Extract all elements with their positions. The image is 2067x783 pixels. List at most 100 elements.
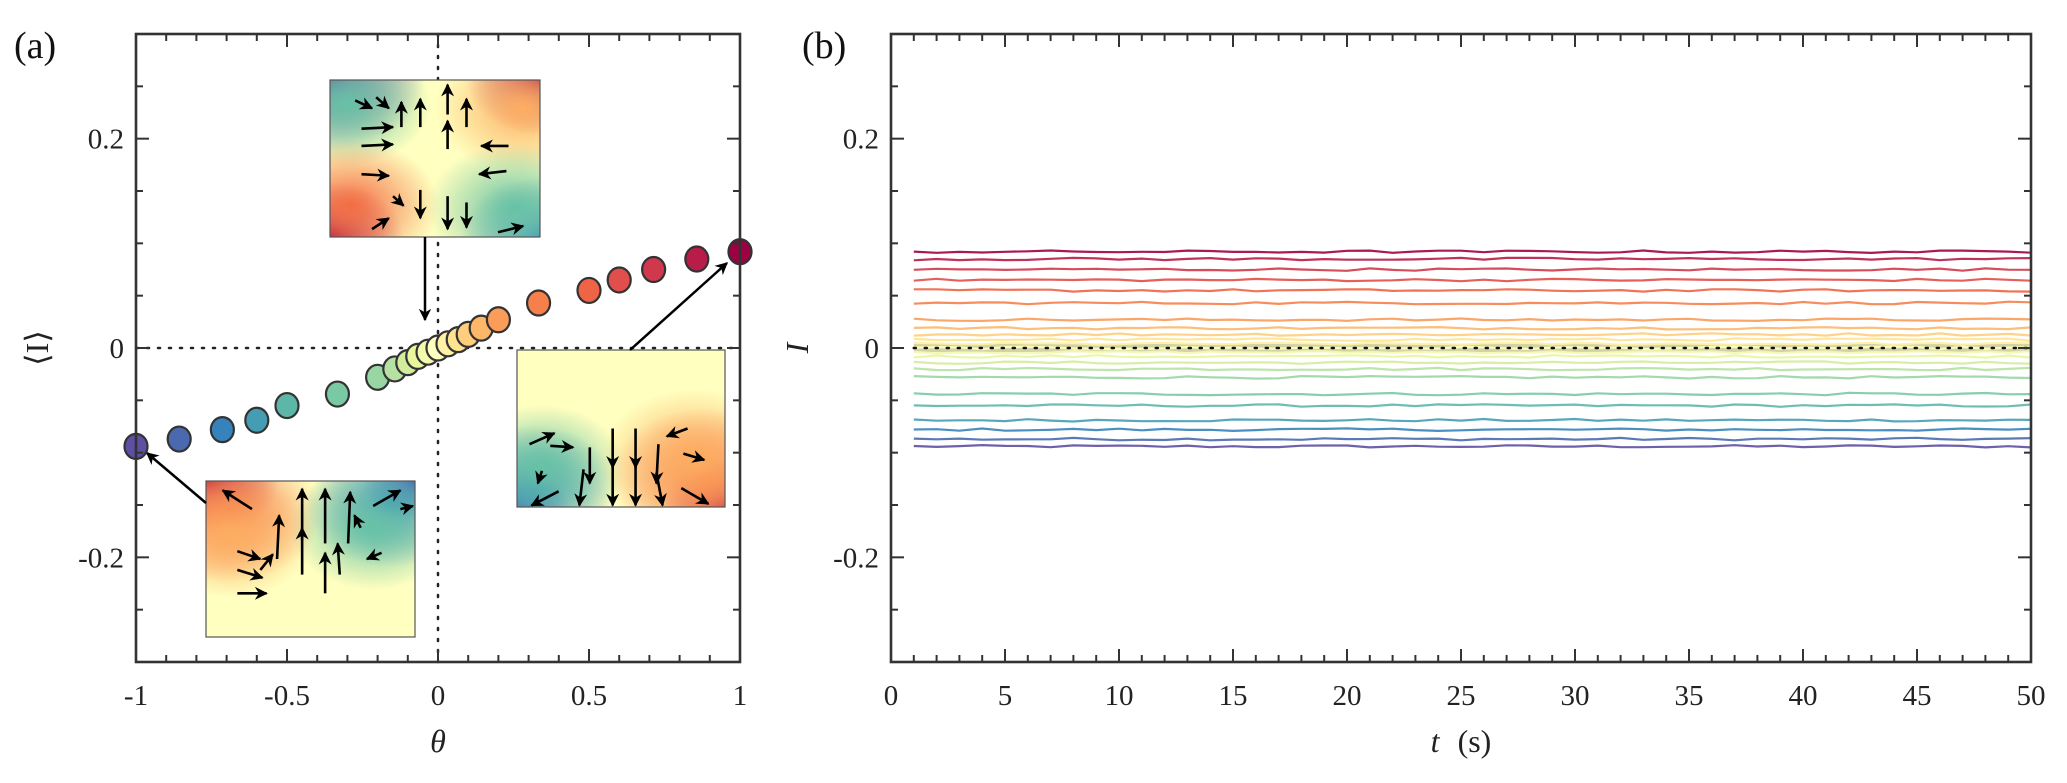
time-series-line [913,427,2032,433]
x-tick-label: 10 [1105,680,1134,712]
time-series-lines [913,249,2032,449]
velocity-arrow [375,95,390,110]
velocity-arrow [680,487,710,505]
velocity-arrow [354,97,374,110]
time-series-line [913,277,2032,283]
data-point [606,266,632,294]
velocity-arrow [390,192,405,207]
x-axis-title: θ [430,723,446,759]
time-series-line [913,417,2032,423]
time-series-line [913,403,2032,408]
x-tick-label: 5 [998,680,1013,712]
y-tick-label: -0.2 [833,542,879,574]
velocity-arrow [361,168,391,182]
inset-theta-minus-1 [205,480,416,638]
insets [146,79,728,638]
x-tick-label: 35 [1675,680,1704,712]
data-point [525,289,552,317]
time-series-line [913,354,2032,359]
x-tick-label: 0 [884,680,899,712]
data-point [485,306,511,334]
time-series-line [913,256,2032,262]
arrow-to-theta-plus-1 [629,262,728,351]
reference-lines [134,32,742,664]
inset-border [205,480,416,638]
panel-a: -1 -0.5 0 0.5 1 -0.2 0 0.2 θ ⟨I⟩ [19,32,753,759]
velocity-arrow [530,490,560,507]
velocity-arrow [331,542,345,575]
velocity-arrow [477,166,507,180]
x-tick-label: -1 [124,680,148,712]
data-point [324,380,351,408]
velocity-arrow [236,568,264,581]
inset-theta-0 [329,79,541,238]
data-point [684,245,710,273]
panel-b: 0 5 10 15 20 25 30 35 40 45 50 -0.2 0 0.2 t (s) I [779,32,2046,759]
arrow-to-theta-minus-1 [146,452,207,504]
x-tick-label: 20 [1333,680,1362,712]
panel-label-b: (b) [802,25,846,67]
time-series-line [913,249,2032,255]
velocity-arrow [361,138,395,152]
data-point [641,255,667,284]
data-point [166,425,192,453]
velocity-arrow [683,450,706,463]
x-axis-unit: (s) [1458,723,1492,759]
time-series-line [913,300,2032,306]
velocity-arrow [353,514,366,529]
x-tick-label: 40 [1789,680,1818,712]
x-tick-label: 0.5 [571,680,607,712]
x-tick-label: 0 [431,680,446,712]
velocity-arrow [236,549,262,562]
time-series-line [913,360,2032,365]
velocity-arrow [343,490,357,544]
time-series-line [913,325,2032,331]
velocity-arrow [535,470,548,485]
velocity-arrow [272,514,286,560]
x-tick-label: 15 [1219,680,1248,712]
inset-color-blob [517,350,725,507]
time-series-line [913,341,2032,347]
y-axis-title: ⟨I⟩ [19,330,55,366]
y-tick-label: 0 [110,333,125,365]
tick-labels: -1 -0.5 0 0.5 1 -0.2 0 0.2 [78,124,747,712]
time-series-line [913,391,2032,397]
data-point [576,276,602,305]
y-tick-label: 0 [865,333,880,365]
time-series-line [913,349,2032,355]
data-point [209,416,235,444]
time-series-line [913,443,2032,449]
velocity-arrow [371,217,390,231]
velocity-arrow [665,426,689,439]
velocity-arrow [372,489,402,508]
time-series-line [913,337,2032,342]
y-tick-label: 0.2 [843,124,879,156]
data-point [244,406,270,434]
x-tick-label: 45 [1903,680,1932,712]
x-tick-label: 1 [733,680,748,712]
velocity-arrow [361,121,395,135]
inset-border [329,79,541,238]
time-series-line [913,288,2032,293]
velocity-arrow [528,431,556,446]
inset-theta-plus-1 [516,349,726,508]
x-tick-label: 50 [2017,680,2046,712]
x-axis-variable: t [1431,723,1441,759]
x-tick-label: 25 [1447,680,1476,712]
velocity-arrow [574,469,588,507]
data-point [274,391,300,420]
scatter-points [123,238,753,460]
time-series-line [913,267,2032,272]
x-axis-title: t (s) [1431,723,1492,759]
time-series-line [913,374,2032,380]
x-tick-label: 30 [1561,680,1590,712]
axes [134,32,742,664]
time-series-line [913,332,2032,337]
y-tick-label: 0.2 [88,124,124,156]
time-series-line [913,436,2032,442]
panel-label-a: (a) [14,25,56,67]
velocity-arrow [550,440,575,454]
velocity-arrow [654,472,667,507]
time-series-line [913,317,2032,323]
